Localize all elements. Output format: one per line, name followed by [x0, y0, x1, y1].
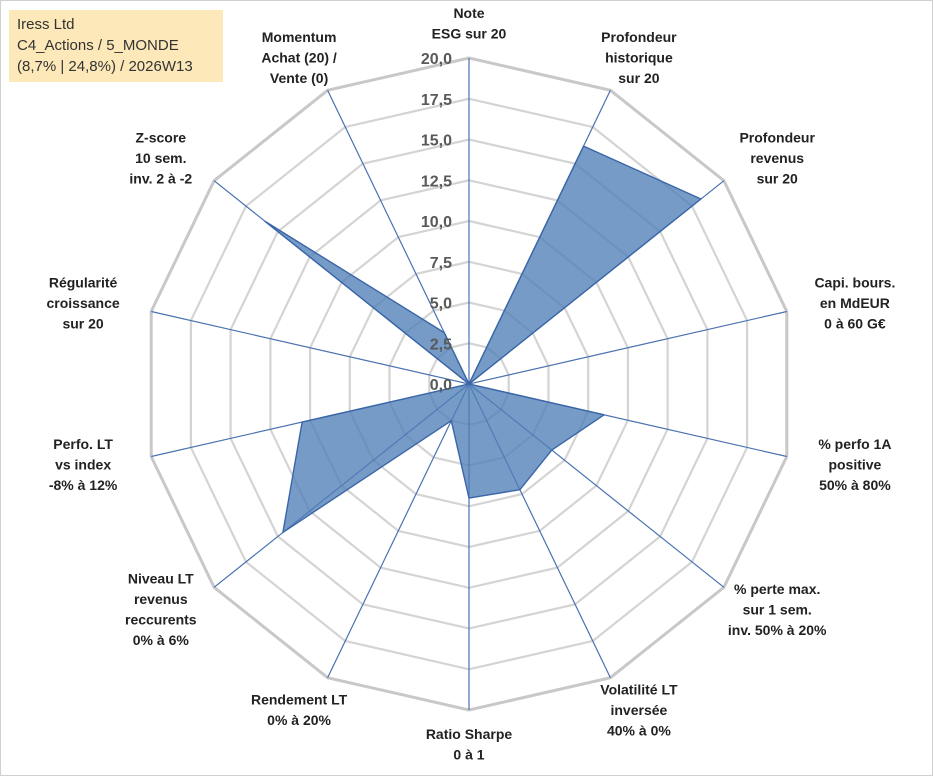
- axis-label-line: 0% à 6%: [133, 632, 190, 648]
- axis-label-line: sur 1 sem.: [743, 602, 812, 618]
- tick-label: 0,0: [430, 377, 452, 394]
- stats-label: (8,7% | 24,8%) / 2026W13: [17, 58, 193, 75]
- axis-label-line: ESG sur 20: [432, 26, 507, 42]
- axis-label: Niveau LT revenus reccurents 0% à 6%: [125, 571, 197, 649]
- tick-label: 10,0: [421, 214, 452, 231]
- axis-label-line: revenus: [134, 591, 188, 607]
- axis-label-line: inv. 2 à -2: [129, 171, 192, 187]
- axis-label: Ratio Sharpe 0 à 1: [426, 726, 513, 763]
- axis-label-line: 50% à 80%: [819, 477, 891, 493]
- axis-label-line: Volatilité LT: [600, 681, 678, 697]
- axis-label: Note ESG sur 20: [432, 5, 507, 42]
- axis-label-line: Z-score: [136, 130, 187, 146]
- axis-spoke: [151, 310, 470, 385]
- axis-label-line: inv. 50% à 20%: [728, 622, 827, 638]
- axis-labels: Note ESG sur 20 Profondeur historique sur 20…: [47, 5, 896, 763]
- axis-label-line: 0% à 20%: [267, 712, 331, 728]
- tick-label: 5,0: [430, 296, 452, 313]
- axis-label-line: Profondeur: [601, 29, 677, 45]
- axis-label: % perfo 1A positive 50% à 80%: [818, 436, 891, 493]
- axis-label: Capi. bours. en MdEUR 0 à 60 G€: [814, 275, 895, 332]
- axis-label-line: Vente (0): [270, 70, 328, 86]
- axis-label: Profondeur revenus sur 20: [739, 130, 815, 187]
- axis-label-line: -8% à 12%: [49, 477, 118, 493]
- category-label: C4_Actions / 5_MONDE: [17, 37, 179, 54]
- axis-spoke: [327, 383, 470, 678]
- axis-label-line: croissance: [47, 295, 120, 311]
- axis-label-line: positive: [828, 456, 881, 472]
- company-name: Iress Ltd: [17, 16, 75, 33]
- axis-label: Z-score 10 sem. inv. 2 à -2: [129, 130, 192, 187]
- tick-label: 2,5: [430, 336, 452, 353]
- axis-label-line: inversée: [610, 702, 667, 718]
- axis-label-line: 10 sem.: [135, 150, 186, 166]
- tick-label: 12,5: [421, 173, 452, 190]
- axis-label-line: Note: [453, 5, 484, 21]
- tick-label: 7,5: [430, 255, 452, 272]
- tick-labels: 0,0 2,5 5,0 7,5 10,0 12,5 15,0 17,5 20,0: [421, 51, 452, 394]
- axis-label-line: sur 20: [62, 316, 103, 332]
- axis-label-line: % perte max.: [734, 581, 820, 597]
- axis-label: Profondeur historique sur 20: [601, 29, 677, 86]
- axis-label-line: Perfo. LT: [53, 436, 113, 452]
- axis-label-line: Capi. bours.: [814, 275, 895, 291]
- axis-label-line: Profondeur: [739, 130, 815, 146]
- axis-label: Régularité croissance sur 20: [47, 275, 120, 332]
- axis-label-line: vs index: [55, 456, 111, 472]
- axis-label-line: revenus: [750, 150, 804, 166]
- axis-label: Momentum Achat (20) / Vente (0): [261, 29, 337, 86]
- axis-label-line: 40% à 0%: [607, 722, 671, 738]
- axis-label-line: Rendement LT: [251, 692, 348, 708]
- axis-label-line: 0 à 1: [453, 747, 484, 763]
- axis-label-line: Régularité: [49, 275, 118, 291]
- tick-label: 17,5: [421, 92, 452, 109]
- series-area-layer: [264, 145, 702, 534]
- axis-label: % perte max. sur 1 sem. inv. 50% à 20%: [728, 581, 827, 638]
- axis-label: Rendement LT 0% à 20%: [251, 692, 348, 729]
- axis-label-line: reccurents: [125, 612, 197, 628]
- axis-spoke: [468, 310, 787, 385]
- axis-label: Perfo. LT vs index -8% à 12%: [49, 436, 118, 493]
- axis-label-line: % perfo 1A: [818, 436, 891, 452]
- info-box: Iress Ltd C4_Actions / 5_MONDE (8,7% | 2…: [9, 10, 223, 82]
- axis-label-line: sur 20: [618, 70, 659, 86]
- axis-label-line: Ratio Sharpe: [426, 726, 513, 742]
- tick-label: 15,0: [421, 133, 452, 150]
- axis-label-line: historique: [605, 50, 673, 66]
- axis-label-line: sur 20: [757, 171, 798, 187]
- axis-label-line: Niveau LT: [128, 571, 194, 587]
- tick-label: 20,0: [421, 51, 452, 68]
- axis-label-line: en MdEUR: [820, 295, 890, 311]
- axis-label-line: Momentum: [262, 29, 337, 45]
- series-area: [264, 145, 702, 534]
- axis-label-line: Achat (20) /: [261, 50, 337, 66]
- axis-label: Volatilité LT inversée 40% à 0%: [600, 681, 678, 738]
- axis-label-line: 0 à 60 G€: [824, 316, 886, 332]
